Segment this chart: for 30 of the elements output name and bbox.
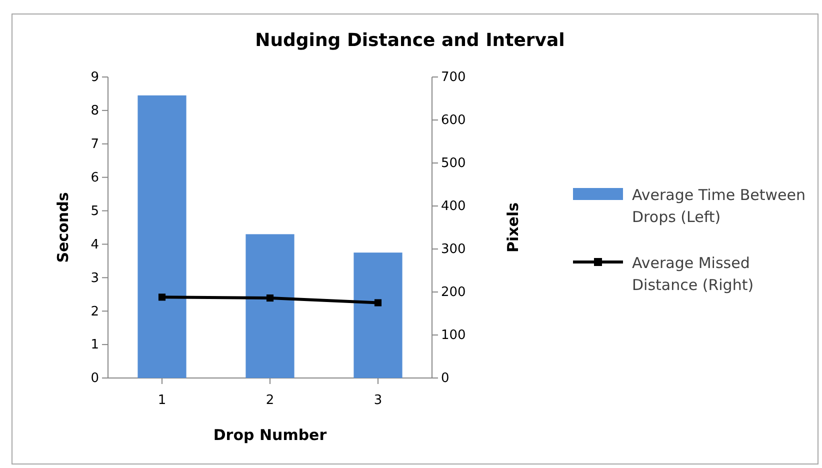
y2-tick-label: 700 <box>441 70 466 86</box>
bar <box>138 95 186 378</box>
x-tick-label: 2 <box>266 392 274 408</box>
y-tick-label: 5 <box>90 204 99 219</box>
x-axis-title: Drop Number <box>213 426 328 444</box>
y-tick-label: 3 <box>90 270 99 286</box>
y2-tick-label: 0 <box>441 371 450 386</box>
x-tick-label: 3 <box>374 392 382 408</box>
y-tick-label: 4 <box>90 237 99 252</box>
chart-title: Nudging Distance and Interval <box>255 30 565 51</box>
y-tick-label: 7 <box>90 137 99 152</box>
y2-tick-label: 500 <box>441 156 466 172</box>
y2-axis-title: Pixels <box>504 202 522 253</box>
bar <box>246 234 294 378</box>
y2-tick-label: 300 <box>441 242 466 258</box>
y-tick-label: 2 <box>90 304 99 320</box>
y-tick-label: 6 <box>90 170 99 186</box>
y2-tick-label: 600 <box>441 113 466 128</box>
bar <box>354 252 402 378</box>
legend-label: Average Time Between Drops (Left) <box>632 186 806 226</box>
y-tick-label: 8 <box>90 104 99 119</box>
legend-label: Average Missed Distance (Right) <box>632 254 754 294</box>
y-axis-title: Seconds <box>54 192 72 263</box>
y2-tick-label: 400 <box>441 199 466 214</box>
y-tick-label: 9 <box>90 70 99 86</box>
x-tick-label: 1 <box>158 392 166 408</box>
y2-tick-label: 200 <box>441 285 466 300</box>
y-tick-label: 0 <box>90 371 99 386</box>
y-tick-label: 1 <box>90 338 99 353</box>
y2-tick-label: 100 <box>441 328 466 344</box>
